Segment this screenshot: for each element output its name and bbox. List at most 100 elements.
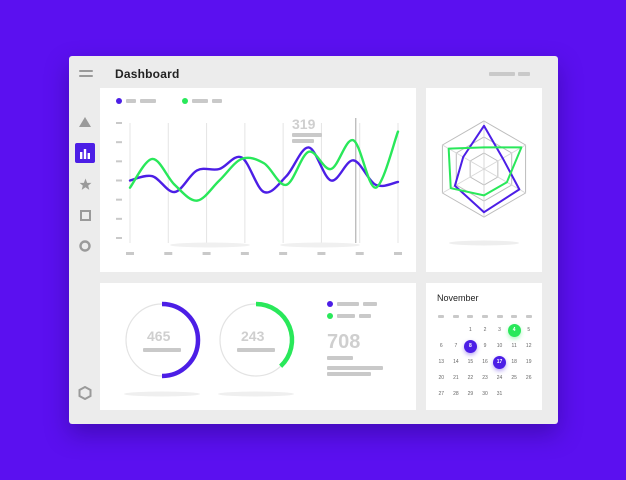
calendar-day[interactable]: 14 [449,355,464,369]
x-tick [279,252,288,255]
weekday-label [492,311,507,321]
calendar-day[interactable]: 2 [478,323,493,337]
sidebar-item-star[interactable] [75,174,95,194]
calendar-empty [507,387,522,401]
calendar-day-label: 31 [496,391,503,397]
y-tick [116,179,122,182]
calendar-day[interactable]: 6 [434,339,449,353]
calendar-day-label: 10 [496,343,503,349]
calendar-day-label: 28 [453,391,459,397]
donut-arc-1 [161,301,201,379]
calendar-day[interactable]: 31 [492,387,507,401]
calendar-day[interactable]: 23 [478,371,493,385]
calendar-day[interactable]: 12 [521,339,536,353]
calendar-day-label: 11 [511,343,517,349]
calendar-day-label: 25 [511,375,517,381]
calendar-day-label: 29 [467,391,474,397]
calendar-day[interactable]: 5 [521,323,536,337]
calendar-day-label: 12 [525,343,532,349]
calendar-day[interactable]: 18 [507,355,522,369]
calendar-day[interactable]: 19 [521,355,536,369]
calendar-day-label: 27 [438,391,445,397]
x-tick [240,252,249,255]
hexagon-icon [78,385,92,401]
calendar-day-label: 19 [525,359,532,365]
menu-icon[interactable] [79,70,93,80]
calendar-day[interactable]: 21 [449,371,464,385]
calendar-day[interactable]: 3 [492,323,507,337]
legend-dot [116,98,122,104]
calendar-day[interactable]: 8 [463,339,478,353]
calendar-panel: November 1 2 3 4 5 6 7 8 9 10 11 12 13 14 15 16 17 18 19 20… [426,283,542,410]
header-controls[interactable] [489,72,530,76]
sidebar-item-triangle[interactable] [75,112,95,132]
calendar-day[interactable]: 7 [449,339,464,353]
series-line-1 [128,146,400,194]
calendar-day[interactable]: 20 [434,371,449,385]
sidebar-item-circle[interactable] [75,236,95,256]
calendar-empty [434,323,449,337]
calendar-day[interactable]: 17 [492,355,507,369]
settings-button[interactable] [78,385,92,401]
calendar-day-label: 20 [438,375,445,381]
radar-series-1 [453,124,521,214]
calendar-day-label: 9 [483,343,487,349]
shadow [280,242,360,248]
legend-dot [327,313,333,319]
calendar-day[interactable]: 13 [434,355,449,369]
legend-series-2 [182,98,222,104]
donut-legend-2 [327,313,371,319]
selected-day-marker: 8 [463,339,477,353]
calendar-day[interactable]: 11 [507,339,522,353]
calendar-day[interactable]: 26 [521,371,536,385]
calendar-day[interactable]: 22 [463,371,478,385]
calendar-day-label: 13 [438,359,445,365]
donut-2-value: 243 [241,328,265,344]
radar-series-2 [447,146,523,197]
legend-series-1 [116,98,156,104]
calendar-month: November [437,293,479,303]
selected-day-marker: 17 [493,355,507,369]
calendar-day[interactable]: 1 [463,323,478,337]
y-tick [116,122,122,124]
donut-charts [124,301,295,397]
shadow [124,391,200,397]
calendar-day-label: 26 [525,375,532,381]
calendar-day-label: 21 [453,375,459,381]
y-tick [116,217,122,220]
bar-chart-icon [80,148,90,159]
calendar-day[interactable]: 15 [463,355,478,369]
calendar-grid: 1 2 3 4 5 6 7 8 9 10 11 12 13 14 15 16 17 18 19 20 21 22 23 24 2… [434,311,536,401]
square-icon [79,209,91,221]
weekday-label [449,311,464,321]
calendar-day[interactable]: 30 [478,387,493,401]
legend-dot [182,98,188,104]
calendar-day[interactable]: 16 [478,355,493,369]
page-title: Dashboard [115,67,180,81]
stat-caption [327,356,383,376]
calendar-day[interactable]: 9 [478,339,493,353]
x-tick [126,252,134,255]
sidebar-item-square[interactable] [75,205,95,225]
triangle-icon [79,117,91,127]
calendar-day[interactable]: 29 [463,387,478,401]
x-tick [355,252,364,255]
highlight-caption [292,133,322,143]
weekday-label [463,311,478,321]
calendar-day[interactable]: 24 [492,371,507,385]
radar-axis [442,168,485,194]
calendar-day[interactable]: 28 [449,387,464,401]
calendar-day-label: 2 [483,327,487,333]
weekday-label [521,311,536,321]
calendar-day-label: 3 [498,327,501,333]
radar-chart-panel [426,88,542,272]
shadow [449,240,519,246]
calendar-day-label: 30 [482,391,488,397]
calendar-day[interactable]: 10 [492,339,507,353]
y-tick [116,141,122,144]
calendar-day[interactable]: 4 [507,323,522,337]
calendar-day[interactable]: 25 [507,371,522,385]
sidebar-item-charts[interactable] [75,143,95,163]
calendar-day-label: 15 [467,359,474,365]
calendar-day[interactable]: 27 [434,387,449,401]
